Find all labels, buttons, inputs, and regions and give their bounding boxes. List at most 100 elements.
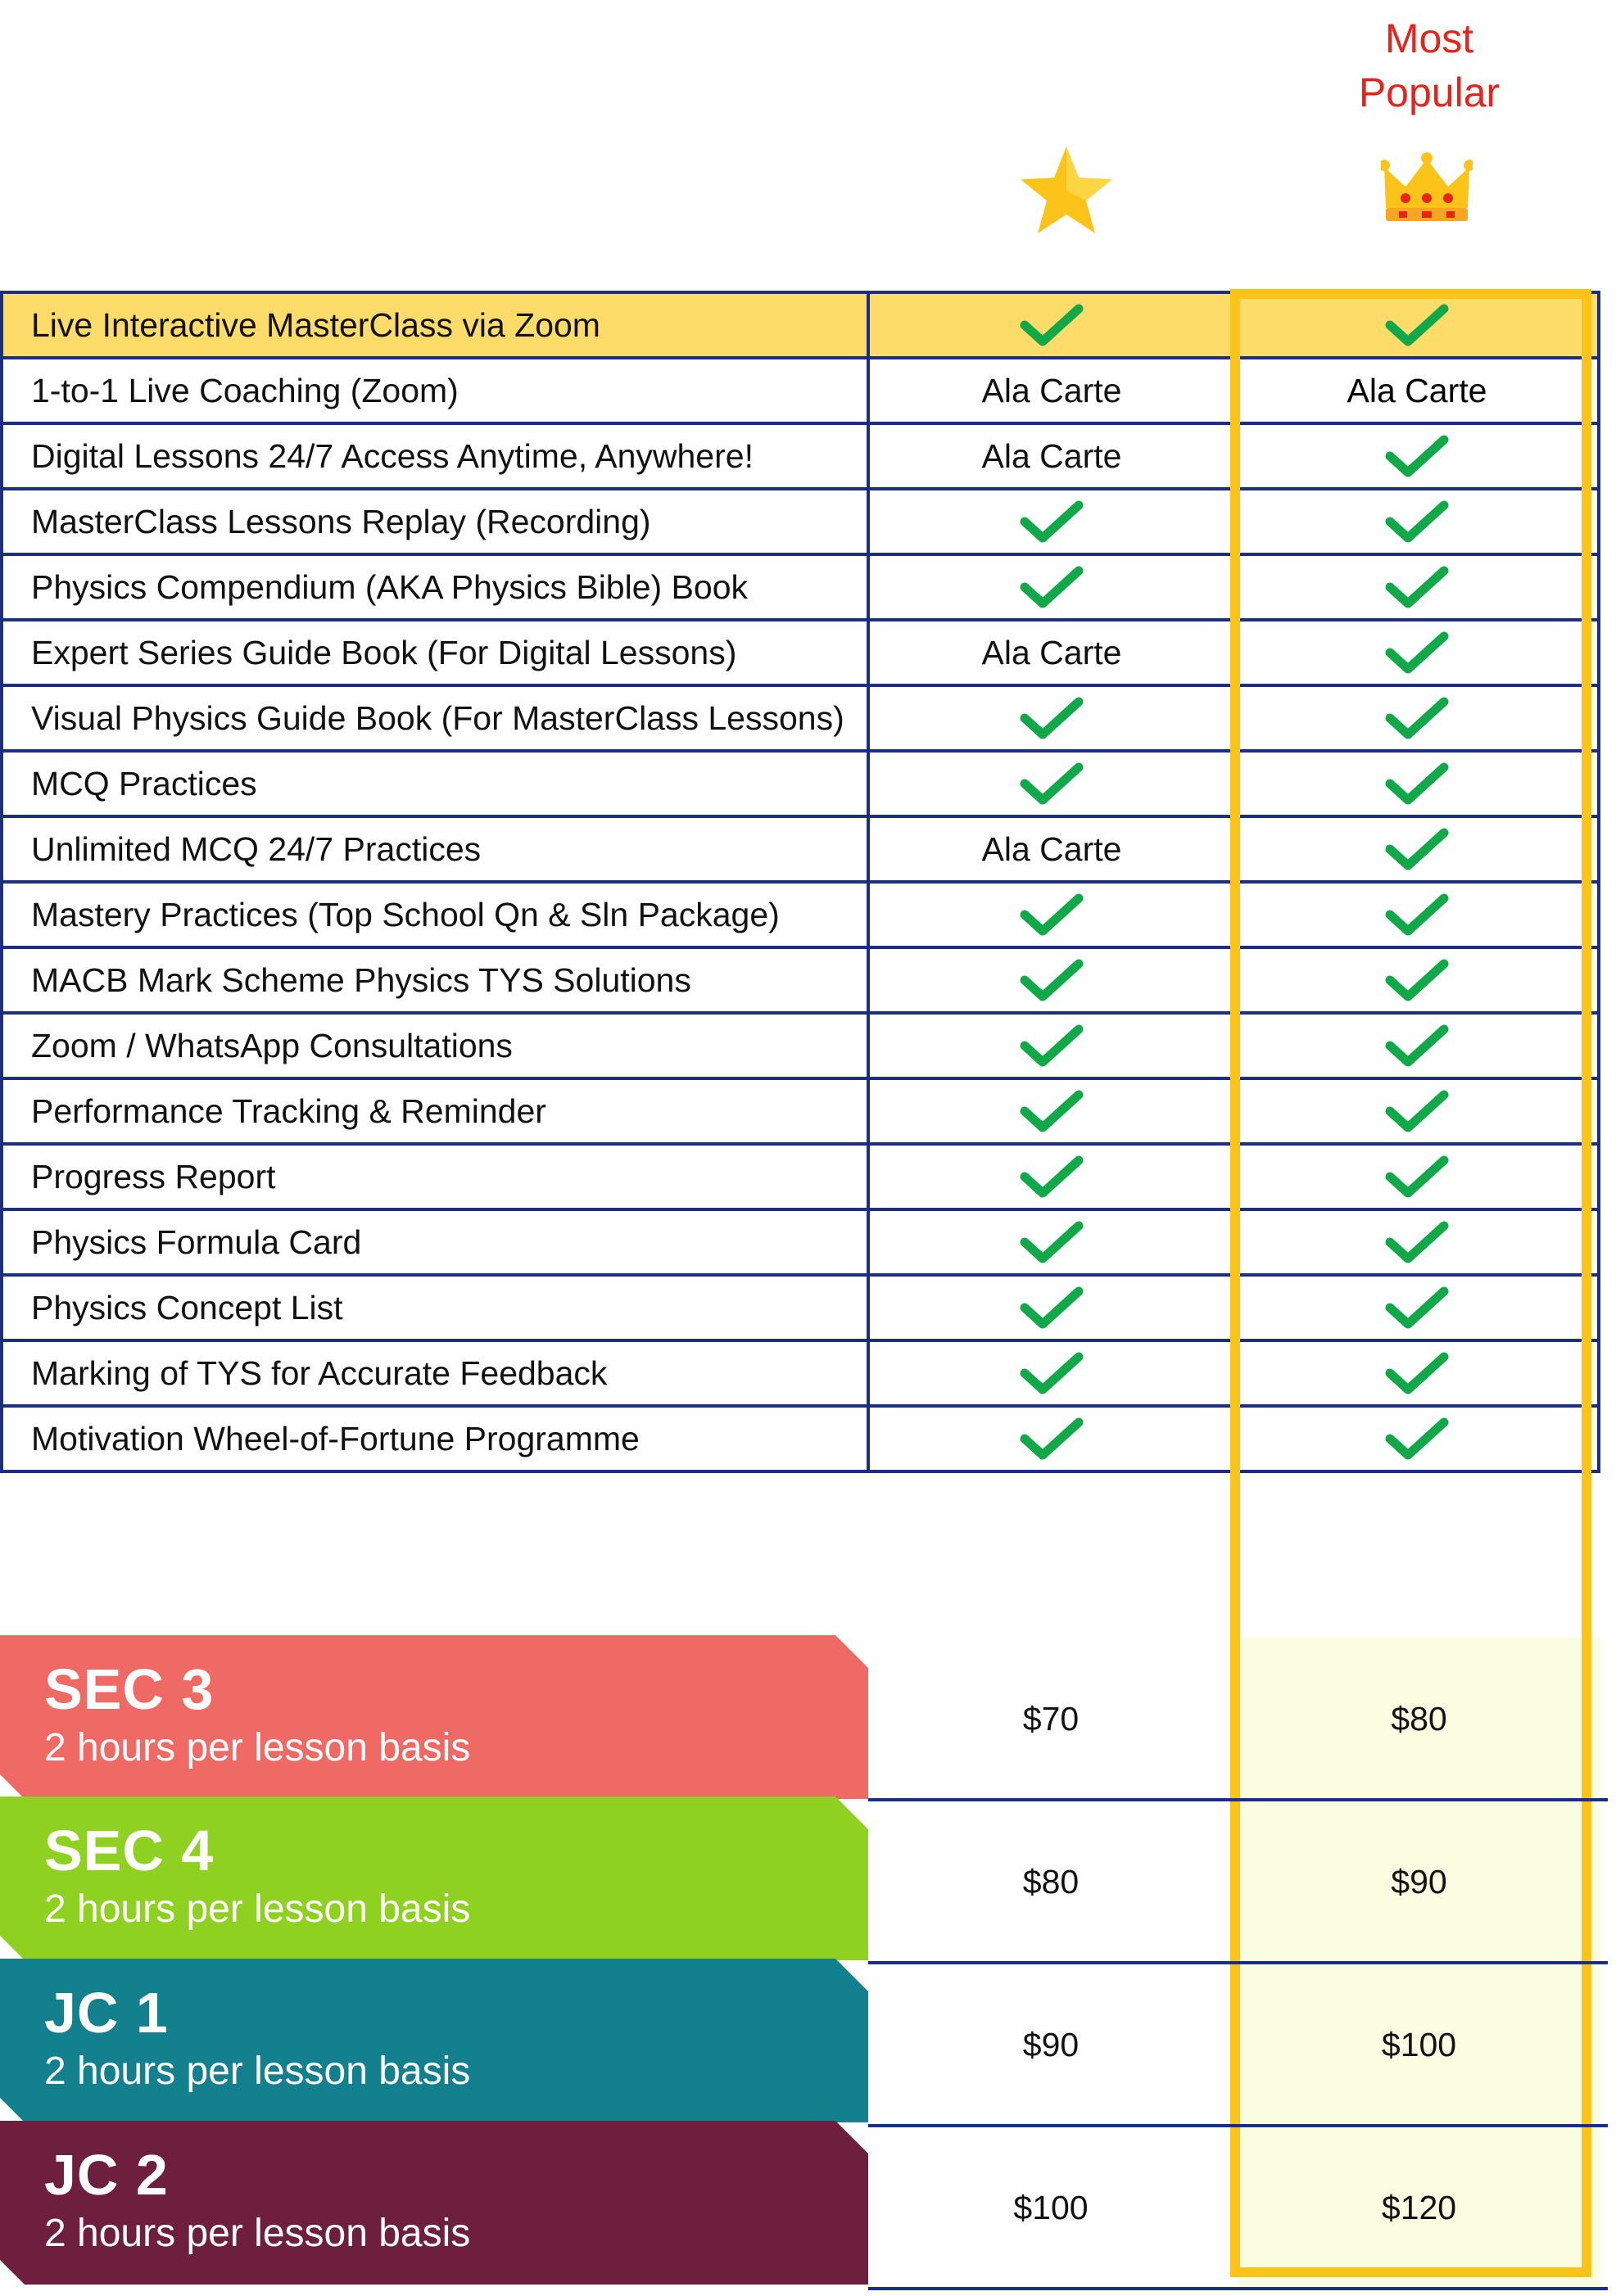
feature-row: Mastery Practices (Top School Qn & Sln P… xyxy=(0,880,1600,949)
check-icon xyxy=(1385,500,1449,543)
feature-label: Physics Formula Card xyxy=(0,1208,870,1277)
most-popular-frame xyxy=(1230,289,1591,2277)
feature-row: Visual Physics Guide Book (For MasterCla… xyxy=(0,684,1600,753)
popular-price: $100 xyxy=(1238,1964,1600,2126)
check-icon xyxy=(1020,1155,1084,1198)
popular-plan-cell xyxy=(1234,684,1600,753)
standard-plan-cell xyxy=(867,1273,1237,1342)
standard-plan-cell xyxy=(867,487,1237,556)
popular-price: $90 xyxy=(1238,1801,1600,1963)
standard-price: $80 xyxy=(1022,1863,1080,1901)
ala-carte-text: Ala Carte xyxy=(1347,371,1487,409)
standard-price: $70 xyxy=(1022,1700,1080,1738)
feature-row: Progress Report xyxy=(0,1142,1600,1211)
price-divider xyxy=(868,2287,1608,2290)
level-basis: 2 hours per lesson basis xyxy=(44,1887,471,1931)
standard-plan-cell xyxy=(867,1142,1237,1211)
standard-plan-cell xyxy=(867,946,1237,1015)
popular-price: $120 xyxy=(1238,2127,1600,2289)
check-icon xyxy=(1385,1286,1449,1329)
feature-label: MasterClass Lessons Replay (Recording) xyxy=(0,487,870,556)
popular-plan-cell xyxy=(1234,291,1600,359)
feature-row: Physics Formula Card xyxy=(0,1208,1600,1277)
standard-plan-cell xyxy=(867,749,1237,818)
price-row: $90 $100 xyxy=(868,1964,1608,2126)
feature-table: Live Interactive MasterClass via Zoom 1-t… xyxy=(0,291,1600,1473)
level-basis: 2 hours per lesson basis xyxy=(44,1726,471,1769)
standard-price: $90 xyxy=(1022,2026,1080,2063)
check-icon xyxy=(1020,1352,1084,1394)
standard-plan-cell xyxy=(867,684,1237,753)
ala-carte-text: Ala Carte xyxy=(981,371,1122,409)
check-icon xyxy=(1385,762,1449,805)
most-popular-line1: Most xyxy=(1384,16,1474,61)
feature-row: MCQ Practices xyxy=(0,749,1600,818)
standard-plan-cell xyxy=(867,1208,1237,1277)
level-title: SEC 4 xyxy=(44,1819,215,1882)
feature-label: Physics Concept List xyxy=(0,1273,870,1342)
standard-plan-cell: Ala Carte xyxy=(867,815,1237,884)
level-band-shape xyxy=(0,1959,868,2122)
standard-plan-cell xyxy=(867,553,1237,621)
check-icon xyxy=(1020,1286,1084,1329)
feature-label: Motivation Wheel-of-Fortune Programme xyxy=(0,1404,870,1473)
check-icon xyxy=(1385,304,1449,346)
price-area: $70 $80 $80 $90 $90 $100 $100 $120 xyxy=(868,1638,1608,2293)
popular-plan-cell xyxy=(1234,553,1600,621)
feature-label: Visual Physics Guide Book (For MasterCla… xyxy=(0,684,870,753)
check-icon xyxy=(1020,500,1084,543)
popular-plan-cell xyxy=(1234,880,1600,949)
level-band: JC 1 2 hours per lesson basis xyxy=(0,1959,868,2122)
feature-row: Physics Concept List xyxy=(0,1273,1600,1342)
check-icon xyxy=(1020,762,1084,805)
standard-plan-cell: Ala Carte xyxy=(867,422,1237,490)
level-band-shape xyxy=(0,2121,868,2285)
feature-row: 1-to-1 Live Coaching (Zoom) Ala Carte Ala … xyxy=(0,356,1600,425)
check-icon xyxy=(1020,1090,1084,1132)
feature-label: Progress Report xyxy=(0,1142,870,1211)
check-icon xyxy=(1385,1090,1449,1132)
check-icon xyxy=(1385,1024,1449,1067)
check-icon xyxy=(1020,566,1084,608)
price-row: $80 $90 xyxy=(868,1801,1608,1963)
feature-row: Live Interactive MasterClass via Zoom xyxy=(0,291,1600,359)
most-popular-line2: Popular xyxy=(1358,70,1501,115)
level-band: SEC 4 2 hours per lesson basis xyxy=(0,1797,868,1960)
popular-plan-cell xyxy=(1234,1077,1600,1146)
feature-row: Marking of TYS for Accurate Feedback xyxy=(0,1339,1600,1408)
popular-plan-cell: Ala Carte xyxy=(1234,356,1600,425)
popular-plan-cell xyxy=(1234,422,1600,490)
ala-carte-text: Ala Carte xyxy=(981,829,1122,868)
feature-label: Expert Series Guide Book (For Digital Le… xyxy=(0,618,870,687)
feature-label: MACB Mark Scheme Physics TYS Solutions xyxy=(0,946,870,1015)
feature-row: Digital Lessons 24/7 Access Anytime, Any… xyxy=(0,422,1600,490)
check-icon xyxy=(1020,304,1084,346)
level-title: JC 1 xyxy=(44,1981,169,2045)
level-basis: 2 hours per lesson basis xyxy=(44,2050,471,2093)
check-icon xyxy=(1020,1024,1084,1067)
feature-row: Expert Series Guide Book (For Digital Le… xyxy=(0,618,1600,687)
popular-plan-cell xyxy=(1234,1404,1600,1473)
crown-icon xyxy=(1381,152,1473,221)
check-icon xyxy=(1385,828,1449,870)
feature-label: Zoom / WhatsApp Consultations xyxy=(0,1011,870,1080)
standard-plan-cell xyxy=(867,291,1237,359)
standard-plan-cell xyxy=(867,880,1237,949)
check-icon xyxy=(1385,893,1449,936)
check-icon xyxy=(1385,959,1449,1001)
feature-row: Unlimited MCQ 24/7 Practices Ala Carte xyxy=(0,815,1600,884)
popular-plan-cell xyxy=(1234,618,1600,687)
check-icon xyxy=(1385,631,1449,674)
popular-plan-cell xyxy=(1234,487,1600,556)
price-row: $70 $80 xyxy=(868,1638,1608,1800)
level-band-shape xyxy=(0,1635,868,1799)
check-icon xyxy=(1385,1221,1449,1263)
popular-plan-cell xyxy=(1234,1208,1600,1277)
standard-plan-cell xyxy=(867,1077,1237,1146)
standard-plan-cell xyxy=(867,1339,1237,1408)
feature-label: Marking of TYS for Accurate Feedback xyxy=(0,1339,870,1408)
feature-label: 1-to-1 Live Coaching (Zoom) xyxy=(0,356,870,425)
popular-plan-cell xyxy=(1234,1339,1600,1408)
popular-plan-cell xyxy=(1234,946,1600,1015)
standard-plan-cell: Ala Carte xyxy=(867,618,1237,687)
